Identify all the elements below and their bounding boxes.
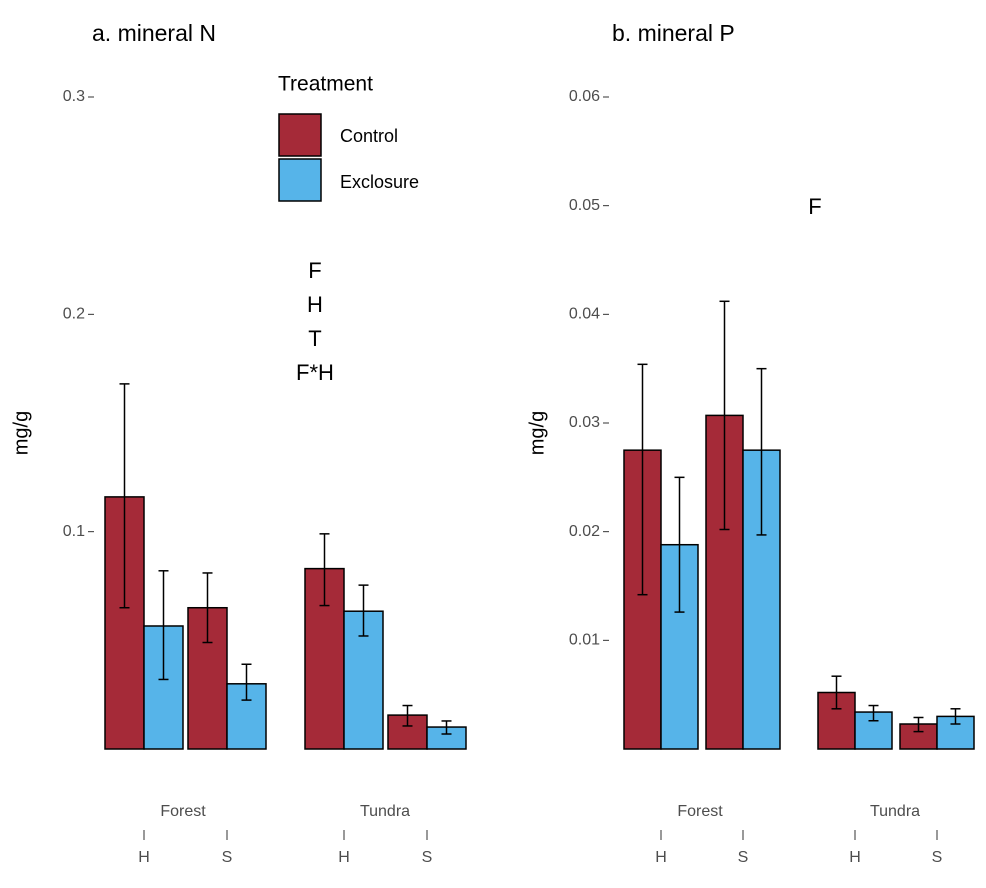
legend-title: Treatment — [278, 73, 373, 96]
x-tick-label: S — [422, 849, 433, 866]
y-tick-label: 0.05 — [569, 197, 600, 214]
legend-label: Exclosure — [340, 172, 419, 192]
y-axis-label: mg/g — [526, 411, 548, 455]
bar — [343, 610, 384, 750]
y-axis-label: mg/g — [10, 411, 32, 455]
legend-label: Control — [340, 126, 398, 146]
annotation: F*H — [296, 360, 334, 385]
y-tick-label: 0.02 — [569, 523, 600, 540]
x-tick-label: H — [338, 849, 350, 866]
y-tick-label: 0.3 — [63, 88, 85, 105]
y-tick-label: 0.06 — [569, 88, 600, 105]
group-label: Forest — [677, 803, 723, 820]
x-tick-label: S — [222, 849, 233, 866]
y-tick-label: 0.04 — [569, 306, 600, 323]
y-tick-label: 0.2 — [63, 306, 85, 323]
annotation: F — [308, 258, 321, 283]
x-tick-label: S — [932, 849, 943, 866]
annotation: F — [808, 194, 821, 219]
y-tick-label: 0.1 — [63, 523, 85, 540]
group-label: Tundra — [360, 803, 410, 820]
group-label: Tundra — [870, 803, 920, 820]
x-tick-label: S — [738, 849, 749, 866]
y-tick-label: 0.01 — [569, 632, 600, 649]
annotation: H — [307, 292, 323, 317]
group-label: Forest — [160, 803, 206, 820]
chart-title: a. mineral N — [92, 20, 216, 46]
y-tick-label: 0.03 — [569, 414, 600, 431]
x-tick-label: H — [849, 849, 861, 866]
legend-swatch — [278, 113, 322, 157]
chart-title: b. mineral P — [612, 20, 735, 46]
x-tick-label: H — [655, 849, 667, 866]
legend-swatch — [278, 158, 322, 202]
x-tick-label: H — [138, 849, 150, 866]
annotation: T — [308, 326, 321, 351]
